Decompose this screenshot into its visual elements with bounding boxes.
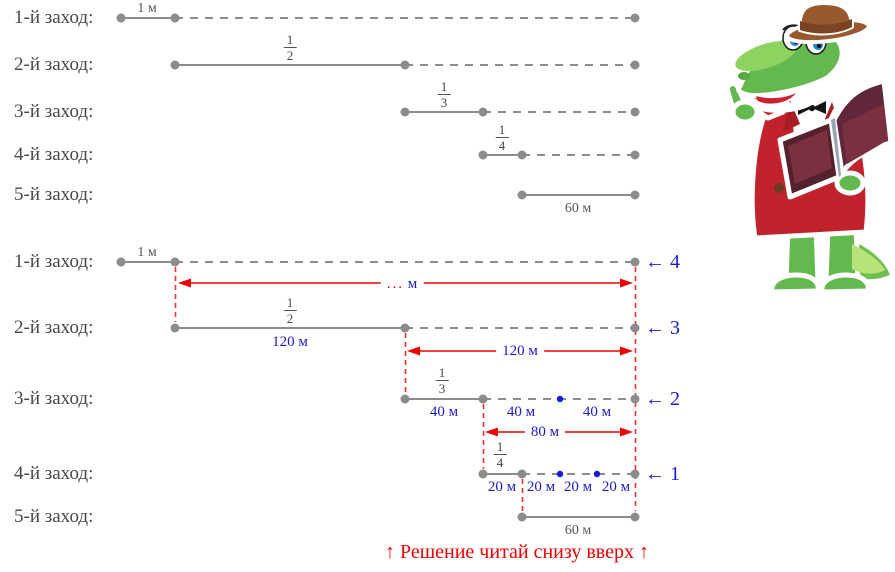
red-dashed-verticals xyxy=(174,267,637,511)
measure-arrowheads xyxy=(178,278,633,437)
bottom-row-2-label: 2-й заход: xyxy=(14,317,94,338)
bottom-diagram-lines xyxy=(121,261,635,518)
bottom-row-3-part-label-2: 40 м xyxy=(506,404,536,420)
measure-arrow-120-label: 120 м xyxy=(496,343,544,359)
bottom-row-4-part-label-4: 20 м xyxy=(601,479,631,495)
bottom-fraction-half: 1 2 xyxy=(283,296,297,325)
top-diagram-lines xyxy=(121,17,635,196)
mascot-crocodile-gena-icon xyxy=(724,1,895,295)
bottom-fraction-quarter: 1 4 xyxy=(493,440,507,469)
top-row-2-label: 2-й заход: xyxy=(14,54,94,75)
step-marker-4: ← 4 xyxy=(645,251,680,273)
top-fraction-quarter: 1 4 xyxy=(495,123,509,152)
step-marker-2: ← 2 xyxy=(645,388,680,410)
bottom-fraction-third: 1 3 xyxy=(435,366,449,395)
measure-arrows xyxy=(186,282,626,433)
bottom-row-3-label: 3-й заход: xyxy=(14,388,94,409)
top-fraction-half: 1 2 xyxy=(283,33,297,62)
bottom-row-2-length-label: 120 м xyxy=(272,334,308,350)
top-row-5-label: 5-й заход: xyxy=(14,184,94,205)
top-row-4-label: 4-й заход: xyxy=(14,144,94,165)
top-row-3-label: 3-й заход: xyxy=(14,101,94,122)
bottom-row-4-part-label-2: 20 м xyxy=(526,479,556,495)
bottom-last-segment-label: 60 м xyxy=(564,523,592,538)
blue-subdivision-dots xyxy=(556,395,601,478)
unknown-length-unit: м xyxy=(407,276,418,292)
solution-caption: ↑ Решение читай снизу вверх ↑ xyxy=(384,541,650,563)
unknown-length-dots: ... xyxy=(386,276,404,292)
top-fraction-third: 1 3 xyxy=(437,80,451,109)
bottom-row-1-label: 1-й заход: xyxy=(14,251,94,272)
top-first-meter-label: 1 м xyxy=(137,1,157,16)
bottom-row-5-label: 5-й заход: xyxy=(14,506,94,527)
bottom-row-4-part-label-1: 20 м xyxy=(487,479,517,495)
bottom-row-3-part-label-3: 40 м xyxy=(582,404,612,420)
measure-arrow-80-label: 80 м xyxy=(524,424,566,440)
top-last-segment-label: 60 м xyxy=(564,201,592,216)
top-row-1-label: 1-й заход: xyxy=(14,7,94,28)
bottom-diagram-dots xyxy=(116,257,640,522)
measure-arrow-total-label: ... м xyxy=(380,276,424,292)
bottom-first-meter-label: 1 м xyxy=(137,245,157,260)
top-diagram-dots xyxy=(116,13,640,200)
step-marker-3: ← 3 xyxy=(645,317,680,339)
bottom-row-4-part-label-3: 20 м xyxy=(563,479,593,495)
step-marker-1: ← 1 xyxy=(645,463,680,485)
bottom-row-4-label: 4-й заход: xyxy=(14,463,94,484)
bottom-row-3-part-label-1: 40 м xyxy=(429,404,459,420)
